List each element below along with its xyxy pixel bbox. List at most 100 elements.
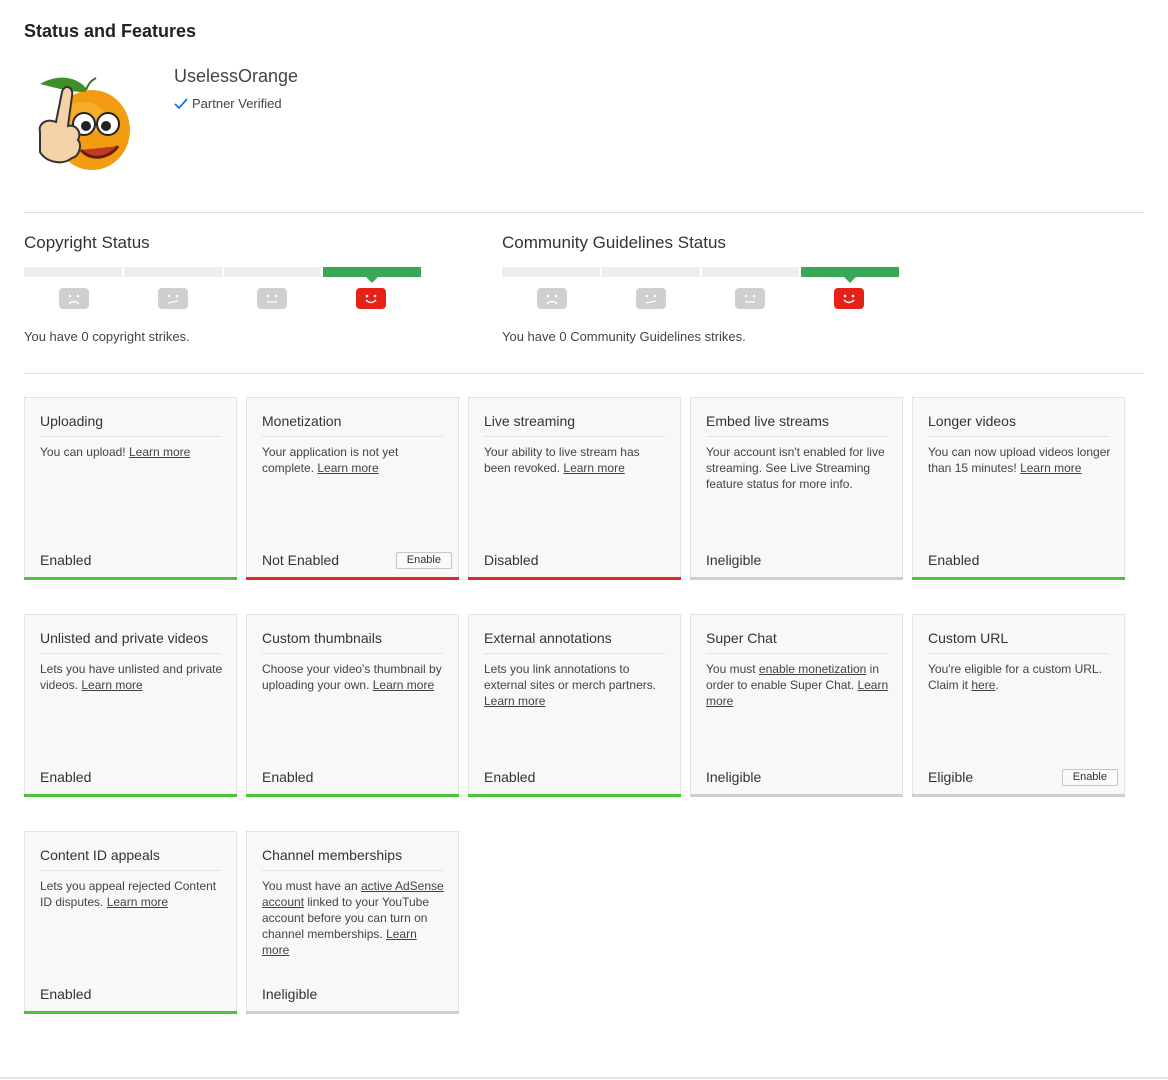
feature-description-text: linked to your YouTube account before yo… <box>262 895 430 941</box>
feature-card-description: You must enable monetization in order to… <box>706 661 890 709</box>
feature-status-bar <box>912 794 1125 797</box>
feature-link[interactable]: here <box>971 678 996 692</box>
feature-status: Enabled <box>928 552 980 568</box>
feature-description-text: You must have an <box>262 879 361 893</box>
feature-link[interactable]: Learn more <box>128 445 191 459</box>
feature-card-title: Longer videos <box>928 413 1109 437</box>
copyright-strike-text: You have 0 copyright strikes. <box>24 329 190 344</box>
feature-description-text: Your ability to live stream has been rev… <box>484 445 640 475</box>
feature-card-title: External annotations <box>484 630 665 654</box>
feature-link[interactable]: Learn more <box>372 678 435 692</box>
enable-button[interactable]: Enable <box>395 552 452 569</box>
feature-description-text: Your application is not yet complete. <box>262 445 399 475</box>
learn-more-link[interactable]: Learn more <box>262 927 417 957</box>
copyright-strike-meter <box>24 267 421 283</box>
feature-link[interactable]: active AdSense account <box>262 879 444 909</box>
feature-card: External annotations Lets you link annota… <box>468 614 681 797</box>
sad-face-icon <box>536 288 567 309</box>
feature-status-bar <box>246 1011 459 1014</box>
partner-verified-label: Partner Verified <box>192 96 282 111</box>
feature-description-text: You can now upload videos longer than 15… <box>928 445 1111 475</box>
feature-card-title: Content ID appeals <box>40 847 221 871</box>
feature-card-title: Super Chat <box>706 630 887 654</box>
strike-segment <box>601 267 700 277</box>
feature-status: Not Enabled <box>262 552 340 568</box>
feature-card: Super Chat You must enable monetization i… <box>690 614 903 797</box>
feature-status: Ineligible <box>706 552 762 568</box>
feature-status-bar <box>24 794 237 797</box>
feature-description-text: Lets you link annotations to external si… <box>484 662 657 692</box>
happy-face-icon <box>834 288 865 309</box>
feature-description-text: . <box>995 678 999 692</box>
community-guidelines-status-section: Community Guidelines Status You have 0 C… <box>502 233 902 344</box>
partner-verified-badge: Partner Verified <box>174 96 282 111</box>
footer-divider <box>0 1077 1168 1079</box>
community-status-title: Community Guidelines Status <box>502 233 726 252</box>
strike-segment-active <box>801 267 899 283</box>
feature-card: Uploading You can upload! Learn more Enabl… <box>24 397 237 580</box>
feature-status: Enabled <box>484 769 536 785</box>
feature-card-description: You must have an active AdSense account … <box>262 878 446 958</box>
feature-status: Disabled <box>484 552 539 568</box>
feature-status: Enabled <box>40 769 92 785</box>
feature-card: Custom thumbnails Choose your video's thu… <box>246 614 459 797</box>
feature-status-bar <box>468 794 681 797</box>
happy-face-icon <box>356 288 387 309</box>
feature-card-title: Custom thumbnails <box>262 630 443 654</box>
feature-status-bar <box>24 1011 237 1014</box>
strike-segment <box>223 267 322 277</box>
feature-description-text: You can upload! <box>40 445 129 459</box>
skeptical-face-icon <box>157 288 188 309</box>
feature-status-bar <box>246 794 459 797</box>
feature-link[interactable]: Learn more <box>563 461 625 475</box>
feature-description-text: You're eligible for a custom URL. Claim … <box>928 662 1102 692</box>
feature-card-description: Choose your video's thumbnail by uploadi… <box>262 661 446 693</box>
feature-link[interactable]: Learn more <box>484 694 546 708</box>
feature-status-bar <box>468 577 681 580</box>
feature-card-title: Live streaming <box>484 413 665 437</box>
feature-status-bar <box>690 577 903 580</box>
feature-card: Embed live streams Your account isn't ena… <box>690 397 903 580</box>
feature-status: Eligible <box>928 769 974 785</box>
feature-card-description: You're eligible for a custom URL. Claim … <box>928 661 1112 693</box>
feature-status: Enabled <box>40 552 92 568</box>
feature-link[interactable]: Learn more <box>317 461 379 475</box>
feature-status: Enabled <box>40 986 92 1002</box>
copyright-status-section: Copyright Status You have 0 copyright st… <box>24 233 424 344</box>
feature-card-title: Unlisted and private videos <box>40 630 221 654</box>
feature-description-text: Lets you appeal rejected Content ID disp… <box>40 879 217 909</box>
feature-card-description: Lets you appeal rejected Content ID disp… <box>40 878 224 910</box>
feature-card-title: Uploading <box>40 413 221 437</box>
feature-description-text: Choose your video's thumbnail by uploadi… <box>262 662 442 692</box>
feature-status-bar <box>24 577 237 580</box>
feature-link[interactable]: Learn more <box>106 895 169 909</box>
feature-card-title: Channel memberships <box>262 847 443 871</box>
feature-card-description: Your ability to live stream has been rev… <box>484 444 668 476</box>
page-title: Status and Features <box>24 21 197 41</box>
feature-link[interactable]: Learn more <box>81 678 143 692</box>
neutral-face-icon <box>257 288 288 309</box>
learn-more-link[interactable]: Learn more <box>706 678 889 708</box>
copyright-status-title: Copyright Status <box>24 233 150 252</box>
divider <box>24 212 1144 213</box>
feature-card: Custom URL You're eligible for a custom U… <box>912 614 1125 797</box>
feature-card-description: You can upload! Learn more <box>40 444 224 460</box>
feature-status: Enabled <box>262 769 314 785</box>
feature-card-description: Lets you link annotations to external si… <box>484 661 668 709</box>
channel-avatar <box>26 66 138 178</box>
feature-link[interactable]: Learn more <box>1020 461 1082 475</box>
strike-segment-active <box>323 267 421 283</box>
feature-card: Channel memberships You must have an acti… <box>246 831 459 1014</box>
feature-description-text: Lets you have unlisted and private video… <box>40 662 223 692</box>
feature-card: Live streaming Your ability to live strea… <box>468 397 681 580</box>
community-strike-meter <box>502 267 899 283</box>
feature-status-bar <box>912 577 1125 580</box>
strike-segment <box>24 267 122 277</box>
feature-description-text: You must <box>706 662 759 676</box>
enable-button[interactable]: Enable <box>1061 769 1118 786</box>
feature-card-title: Embed live streams <box>706 413 887 437</box>
feature-link[interactable]: enable monetization <box>758 662 867 676</box>
strike-segment <box>123 267 222 277</box>
divider <box>24 373 1144 374</box>
feature-card-description: Your account isn't enabled for live stre… <box>706 444 890 492</box>
